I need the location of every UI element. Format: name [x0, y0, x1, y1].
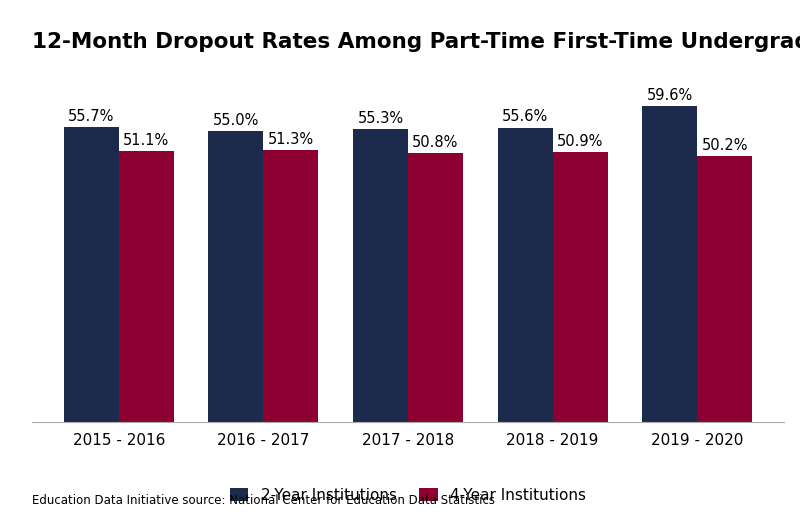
Text: 50.9%: 50.9%	[557, 134, 603, 149]
Bar	[118, 151, 174, 422]
Bar	[642, 106, 698, 422]
Bar	[498, 128, 553, 422]
Bar	[553, 152, 607, 422]
Text: 55.0%: 55.0%	[213, 113, 259, 128]
Text: 59.6%: 59.6%	[646, 88, 693, 103]
Legend: 2-Year Institutions, 4-Year Institutions: 2-Year Institutions, 4-Year Institutions	[230, 488, 586, 503]
Bar	[209, 131, 263, 422]
Bar	[353, 129, 408, 422]
Text: 51.1%: 51.1%	[123, 133, 170, 148]
Text: 50.8%: 50.8%	[412, 135, 458, 150]
Text: 50.2%: 50.2%	[702, 138, 748, 153]
Text: 51.3%: 51.3%	[268, 132, 314, 147]
Text: 55.3%: 55.3%	[358, 111, 403, 126]
Text: 12-Month Dropout Rates Among Part-Time First-Time Undergraduates: 12-Month Dropout Rates Among Part-Time F…	[32, 32, 800, 52]
Bar	[408, 153, 463, 422]
Text: 55.7%: 55.7%	[68, 109, 114, 124]
Bar	[64, 127, 118, 422]
Bar	[698, 156, 752, 422]
Bar	[263, 150, 318, 422]
Text: 55.6%: 55.6%	[502, 109, 548, 124]
Text: Education Data Initiative source: National Center for Education Data Statistics: Education Data Initiative source: Nation…	[32, 494, 495, 507]
